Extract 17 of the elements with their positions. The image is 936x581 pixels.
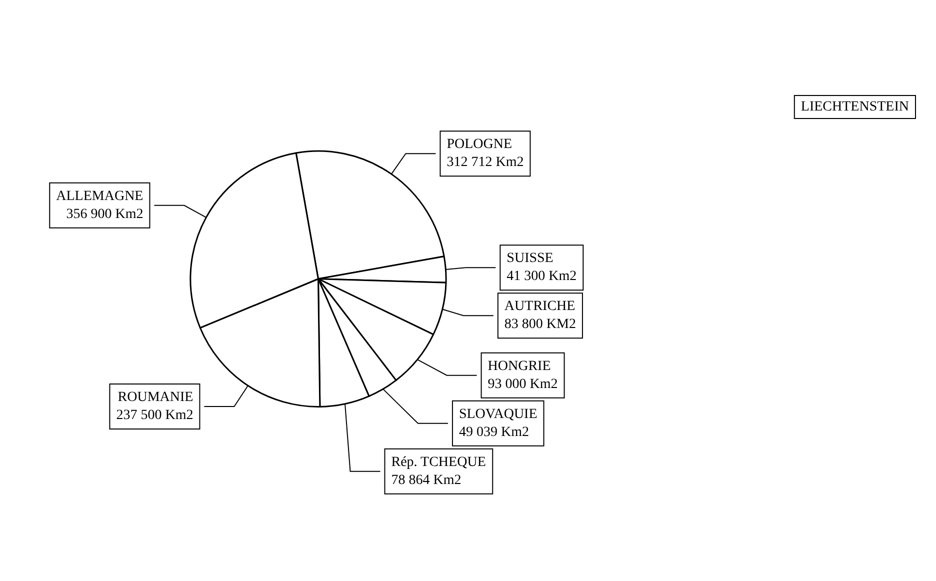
slice-label: AUTRICHE: [504, 299, 576, 314]
slice-label: ROUMANIE: [118, 390, 194, 406]
data-label: 93 000 Km2: [488, 376, 558, 392]
data-label: 49 039 Km2: [458, 424, 529, 440]
slice-label: POLOGNE: [446, 137, 512, 152]
slice-label: SUISSE: [506, 251, 554, 266]
data-label: 356 900 Km2: [66, 206, 144, 222]
data-label: 312 712 Km2: [446, 155, 524, 170]
data-label: 41 300 Km2: [506, 269, 577, 284]
slice-label: HONGRIE: [488, 358, 551, 374]
data-label: 237 500 Km2: [116, 408, 194, 424]
slice-label: Rép. TCHEQUE: [391, 454, 486, 470]
slice-label: SLOVAQUIE: [458, 406, 538, 422]
category-label: LIECHTENSTEIN: [800, 100, 910, 114]
data-label: 78 864 Km2: [391, 472, 462, 488]
data-label: 83 800 KM2: [504, 317, 576, 332]
slice-label: ALLEMAGNE: [56, 188, 144, 204]
